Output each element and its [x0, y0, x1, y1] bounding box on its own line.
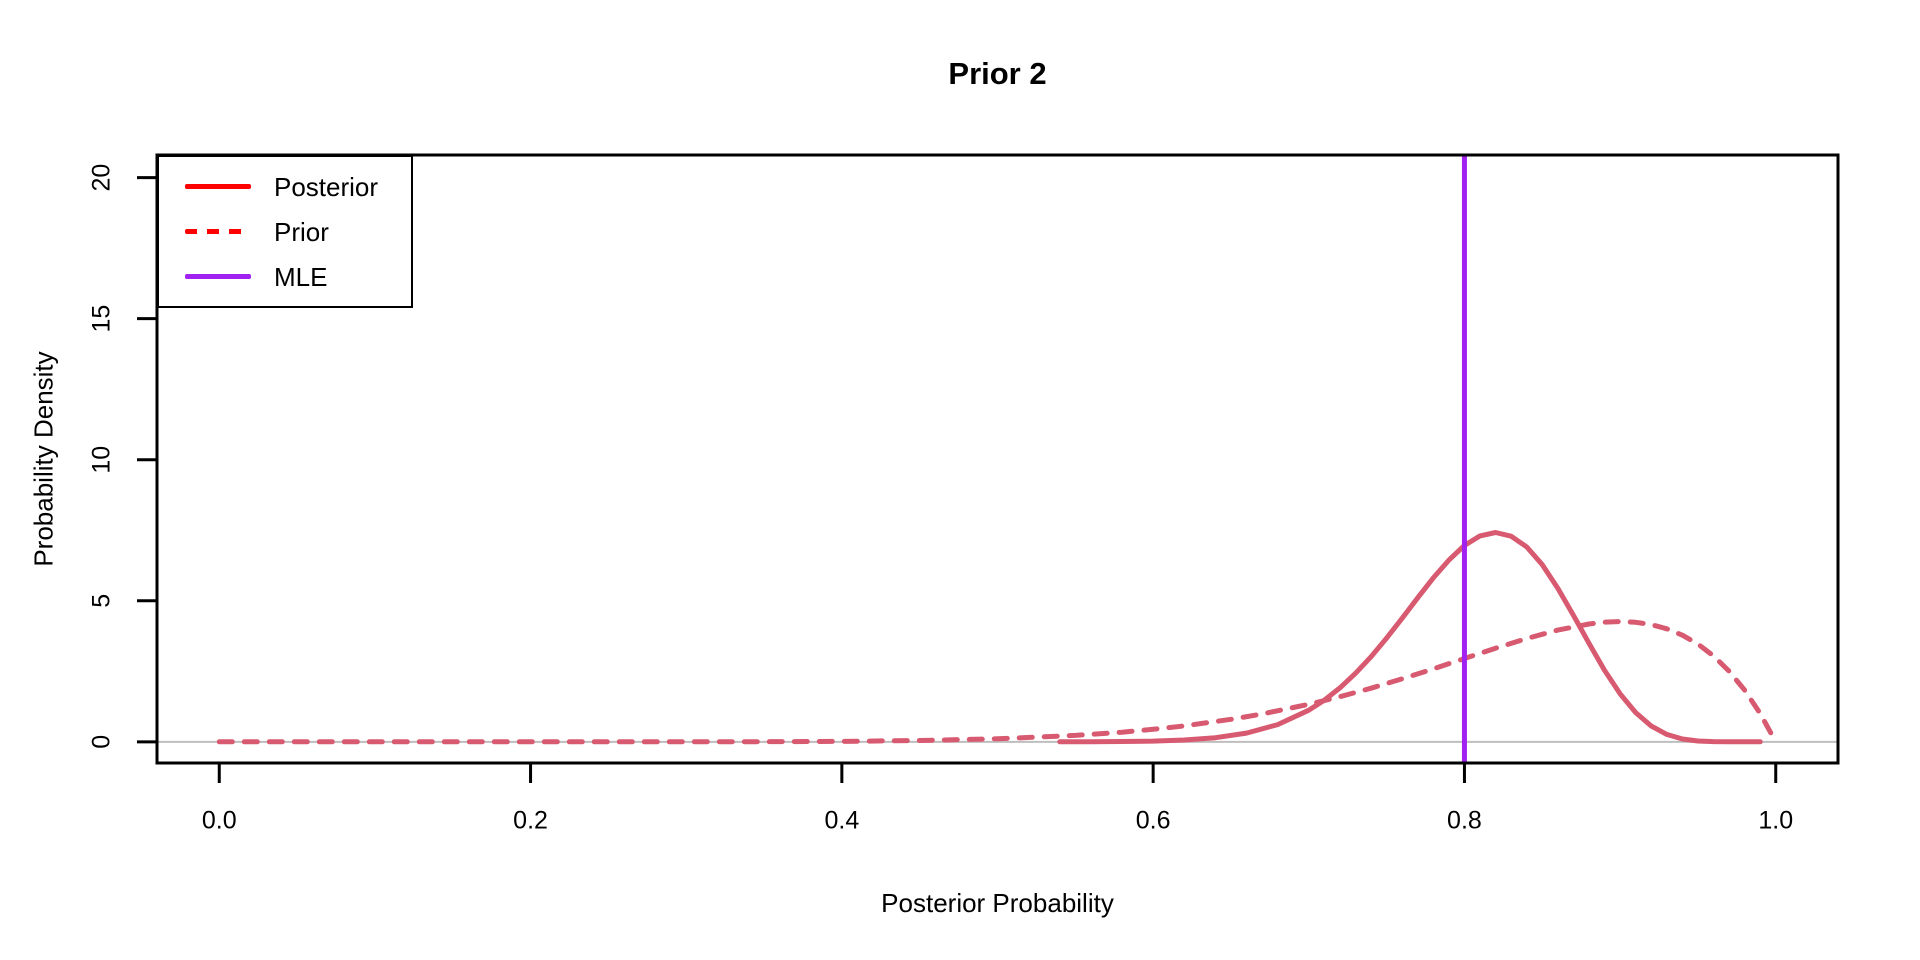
y-axis-tick-label: 20 — [88, 164, 116, 192]
legend-item-posterior: Posterior — [185, 168, 411, 206]
legend-item-mle: MLE — [185, 258, 411, 296]
legend-item-prior: Prior — [185, 213, 411, 251]
prior-curve — [216, 619, 1779, 745]
x-axis-tick-label: 0.8 — [1447, 807, 1482, 835]
legend-item-label: Posterior — [274, 171, 379, 202]
dashed-red-line-icon — [185, 229, 251, 234]
solid-purple-line-icon — [185, 274, 251, 279]
y-axis-tick-label: 0 — [88, 735, 116, 749]
y-axis-title: Probability Density — [28, 351, 59, 567]
legend-item-label: MLE — [274, 261, 328, 292]
x-axis-tick-label: 0.6 — [1136, 807, 1171, 835]
posterior-curve — [1057, 530, 1763, 745]
chart-title: Prior 2 — [948, 56, 1047, 91]
legend: Posterior Prior MLE — [157, 155, 413, 308]
solid-red-line-icon — [185, 184, 251, 189]
y-axis-tick-label: 5 — [88, 594, 116, 608]
legend-item-label: Prior — [274, 216, 329, 247]
y-axis-tick-label: 10 — [88, 446, 116, 474]
y-axis-tick-label: 15 — [88, 305, 116, 333]
x-axis-tick-label: 0.4 — [824, 807, 859, 835]
x-axis-tick-label: 0.0 — [202, 807, 237, 835]
x-axis-tick-label: 0.2 — [513, 807, 548, 835]
x-axis-tick-label: 1.0 — [1758, 807, 1793, 835]
x-axis-title: Posterior Probability — [881, 888, 1114, 918]
